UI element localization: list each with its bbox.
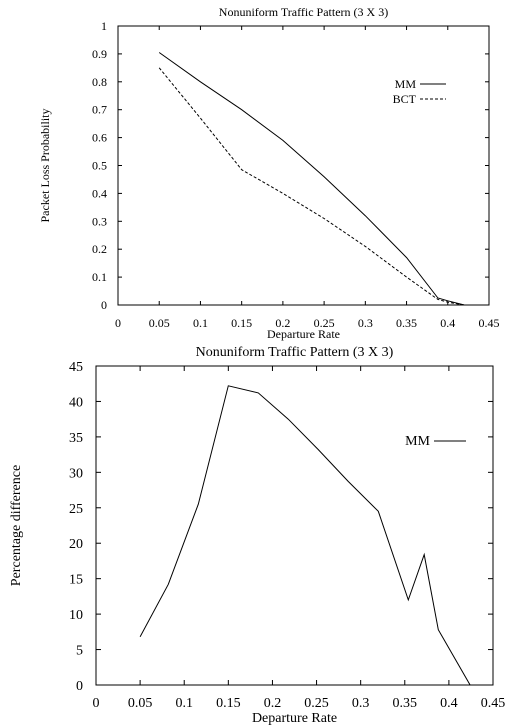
chart1-y-tick-label: 0.4: [92, 186, 107, 200]
chart1-y-tick-label: 0.9: [92, 47, 107, 61]
chart2-plot-frame: [95, 365, 494, 686]
chart2-y-tick-label: 0: [76, 679, 83, 694]
chart1-x-tick-label: 0.35: [396, 316, 417, 330]
chart2-x-tick-label: 0.25: [304, 696, 329, 711]
chart1-x-axis-label: Departure Rate: [267, 327, 340, 341]
chart1-y-tick-label: 1: [101, 19, 107, 33]
chart1-y-tick-label: 0.5: [92, 159, 107, 173]
chart2-x-tick-label: 0.05: [128, 696, 153, 711]
chart1-y-tick-label: 0.7: [92, 103, 107, 117]
chart2-y-tick-label: 10: [69, 608, 83, 623]
chart2-x-axis-label: Departure Rate: [252, 711, 337, 726]
chart1-x-tick-label: 0.15: [231, 316, 252, 330]
chart2-y-axis-label: Percentage difference: [9, 465, 24, 586]
chart1-x-tick-label: 0.1: [193, 316, 208, 330]
chart2-title: Nonuniform Traffic Pattern (3 X 3): [196, 345, 394, 360]
chart1-y-axis-label: Packet Loss Probability: [38, 109, 52, 223]
chart2-y-tick-label: 35: [69, 431, 83, 446]
chart1-legend-label-mm: MM: [395, 77, 417, 91]
chart1-x-tick-label: 0.4: [440, 316, 455, 330]
chart1-y-tick-label: 0.1: [92, 270, 107, 284]
chart1-y-tick-label: 0.8: [92, 75, 107, 89]
chart2-x-tick-label: 0.1: [175, 696, 193, 711]
chart2-y-tick-label: 30: [69, 466, 83, 481]
chart1-x-tick-label: 0.05: [149, 316, 170, 330]
chart1-y-tick-label: 0.2: [92, 242, 107, 256]
chart2-x-tick-label: 0.35: [393, 696, 418, 711]
chart1-x-tick-label: 0.2: [275, 316, 290, 330]
chart1-y-tick-label: 0.3: [92, 214, 107, 228]
chart1-plot-frame: [117, 25, 490, 306]
chart2-x-tick-label: 0.3: [352, 696, 370, 711]
chart2-y-tick-label: 5: [76, 644, 83, 659]
chart1-legend-label-bct: BCT: [393, 92, 417, 106]
chart2-y-tick-label: 20: [69, 537, 83, 552]
chart2-y-tick-label: 45: [69, 360, 83, 375]
chart1-y-tick-label: 0: [101, 298, 107, 312]
chart2-y-tick-label: 40: [69, 395, 83, 410]
chart2-x-tick-label: 0.2: [264, 696, 282, 711]
chart2-x-tick-label: 0: [93, 696, 100, 711]
chart2-x-tick-label: 0.45: [481, 696, 506, 711]
chart1-series-bct-line: [158, 67, 465, 306]
chart2-series-mm-line: [139, 385, 471, 686]
chart2-x-tick-label: 0.15: [216, 696, 241, 711]
chart1-x-tick-label: 0.3: [358, 316, 373, 330]
chart1-x-tick-label: 0: [115, 316, 121, 330]
chart1-x-tick-label: 0.45: [479, 316, 500, 330]
chart1-series-mm-line: [158, 52, 465, 306]
chart1-title: Nonuniform Traffic Pattern (3 X 3): [219, 5, 388, 19]
chart2-y-tick-label: 25: [69, 502, 83, 517]
chart2-y-tick-label: 15: [69, 573, 83, 588]
chart1-y-tick-label: 0.6: [92, 131, 107, 145]
chart2-legend-label-mm: MM: [405, 434, 430, 449]
chart1-x-tick-label: 0.25: [314, 316, 335, 330]
chart2-x-tick-label: 0.4: [440, 696, 458, 711]
